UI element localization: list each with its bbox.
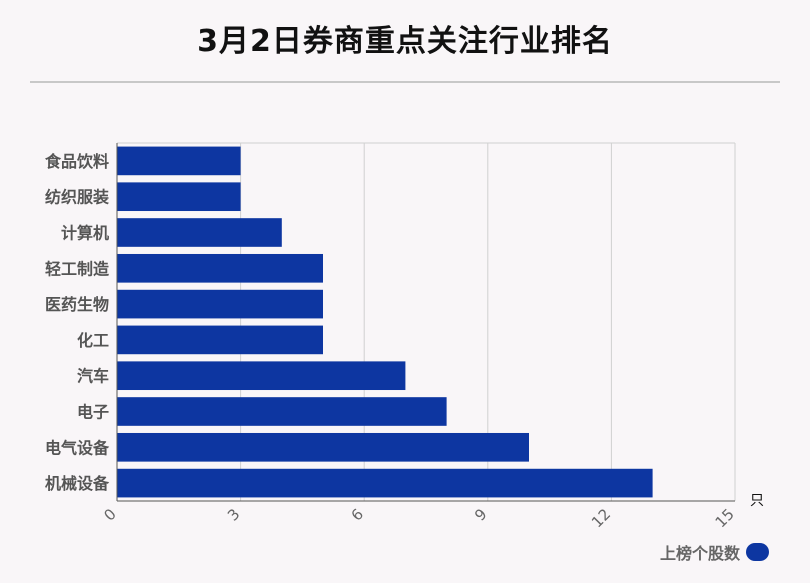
chart-title: 3月2日券商重点关注行业排名 (197, 24, 613, 59)
bar[interactable] (117, 289, 323, 319)
bar[interactable] (117, 182, 241, 212)
bar[interactable] (117, 361, 406, 391)
x-tick-label: 3 (224, 505, 243, 524)
bar[interactable] (117, 325, 323, 355)
axes (116, 143, 735, 502)
x-tick-label: 6 (348, 505, 367, 524)
x-tick-label: 9 (471, 505, 490, 524)
category-label: 化工 (77, 331, 109, 350)
category-label: 医药生物 (45, 295, 109, 314)
bar[interactable] (117, 397, 447, 426)
bar[interactable] (117, 432, 529, 462)
category-label: 电气设备 (45, 438, 110, 457)
category-label: 轻工制造 (45, 259, 110, 278)
legend[interactable]: 上榜个股数 (660, 540, 770, 564)
bars (117, 146, 653, 498)
x-tick-label: 15 (712, 505, 738, 531)
category-label: 计算机 (61, 224, 109, 243)
legend-swatch (746, 543, 770, 561)
bar[interactable] (117, 146, 241, 176)
title-divider (30, 81, 780, 83)
legend-label: 上榜个股数 (660, 544, 741, 563)
x-tick-label: 0 (100, 505, 119, 524)
category-label: 食品饮料 (44, 152, 109, 171)
bar[interactable] (117, 253, 323, 283)
bar[interactable] (117, 468, 653, 498)
x-tick-labels: 0 3 6 9 12 15 (100, 505, 737, 531)
category-label: 纺织服装 (45, 188, 109, 207)
x-tick-label: 12 (588, 505, 614, 531)
x-axis-unit: 只 (750, 493, 764, 509)
category-label: 机械设备 (45, 474, 110, 493)
bar[interactable] (117, 218, 282, 247)
category-label: 汽车 (77, 367, 109, 386)
category-label: 电子 (77, 403, 109, 422)
